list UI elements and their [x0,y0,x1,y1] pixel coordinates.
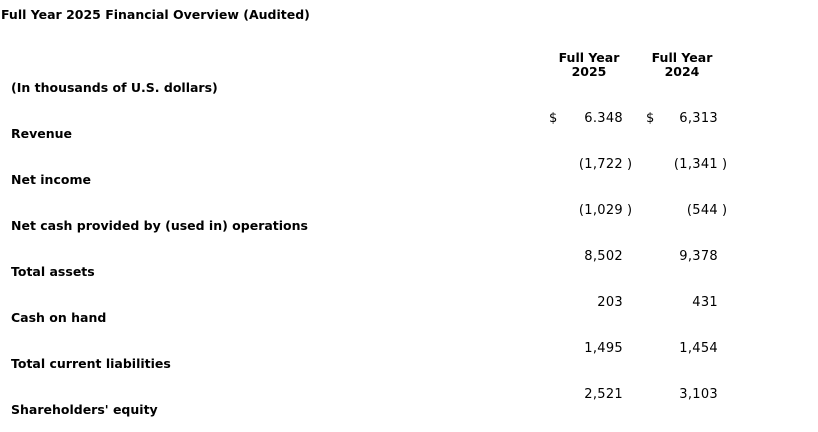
row-label: Cash on hand [11,310,107,325]
page-title: Full Year 2025 Financial Overview (Audit… [1,7,310,22]
value-2025: 1,495 [584,341,623,356]
column-header-line2: 2024 [664,64,700,79]
table-row-shareholders-equity: 2,521 3,103 Shareholders' equity [0,386,818,432]
table-row-net-cash-operations: (1,029 ) (544 ) Net cash provided by (us… [0,202,818,248]
value-2025: 6.348 [584,111,623,126]
value-2024: 431 [692,295,718,310]
table-row-total-assets: 8,502 9,378 Total assets [0,248,818,294]
row-label: Net cash provided by (used in) operation… [11,218,308,233]
column-header-full-year-2025: Full Year 2025 [547,51,631,79]
value-2025: 203 [597,295,623,310]
unit-note: (In thousands of U.S. dollars) [11,80,218,95]
value-2025: (1,722 [578,157,623,172]
financial-table: $ 6.348 $ 6,313 Revenue (1,722 ) (1,341 … [0,110,818,432]
table-row-revenue: $ 6.348 $ 6,313 Revenue [0,110,818,156]
row-label: Net income [11,172,91,187]
closing-paren: ) [722,203,728,218]
currency-symbol: $ [549,111,558,126]
value-2024: 1,454 [679,341,718,356]
value-2025: 8,502 [584,249,623,264]
value-2024: (1,341 [673,157,718,172]
table-row-net-income: (1,722 ) (1,341 ) Net income [0,156,818,202]
column-header-full-year-2024: Full Year 2024 [640,51,724,79]
row-label: Total assets [11,264,95,279]
closing-paren: ) [627,203,633,218]
value-2025: 2,521 [584,387,623,402]
value-2025: (1,029 [578,203,623,218]
row-label: Total current liabilities [11,356,171,371]
row-label: Revenue [11,126,73,141]
column-header-line1: Full Year [651,50,713,65]
row-label: Shareholders' equity [11,402,158,417]
closing-paren: ) [722,157,728,172]
value-2024: 3,103 [679,387,718,402]
value-2024: (544 [686,203,718,218]
value-2024: 6,313 [679,111,718,126]
closing-paren: ) [627,157,633,172]
column-header-line2: 2025 [571,64,607,79]
currency-symbol: $ [646,111,655,126]
column-header-line1: Full Year [558,50,620,65]
value-2024: 9,378 [679,249,718,264]
table-row-total-current-liabilities: 1,495 1,454 Total current liabilities [0,340,818,386]
table-row-cash-on-hand: 203 431 Cash on hand [0,294,818,340]
